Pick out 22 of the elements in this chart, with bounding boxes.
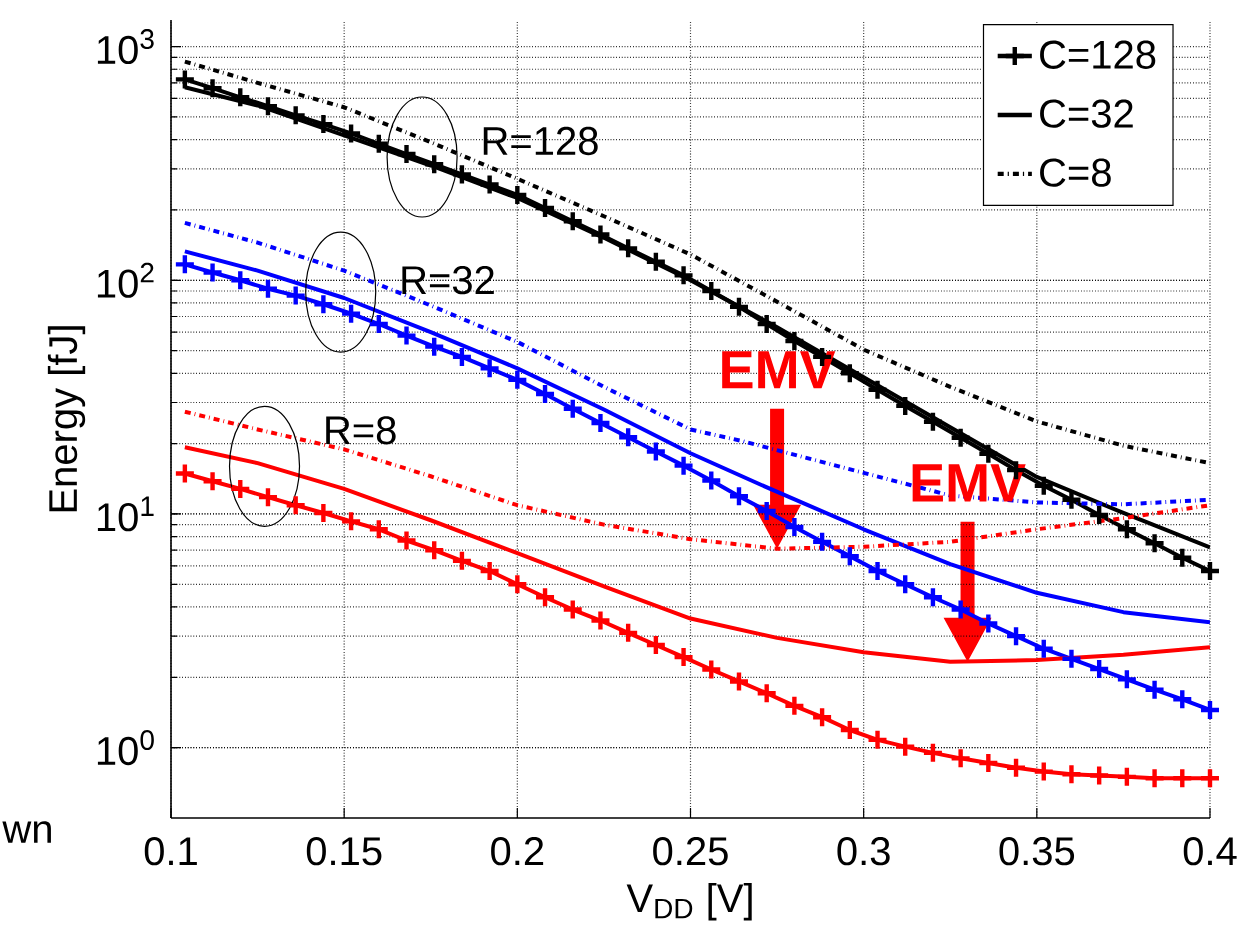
text: wn bbox=[2, 821, 51, 843]
y-tick-label: 10$^{1}$ bbox=[97, 496, 154, 532]
annotation: EMV bbox=[912, 464, 1026, 502]
legend-label: C=32 bbox=[1040, 99, 1133, 128]
x-tick-label: 0.4 bbox=[1183, 837, 1237, 866]
x-tick-label: 0.35 bbox=[999, 837, 1075, 866]
y-tick-label: 10$^{3}$ bbox=[97, 29, 154, 65]
annotation: R=8 bbox=[326, 416, 396, 445]
y-tick-label: 10$^{2}$ bbox=[97, 262, 154, 298]
x-tick-label: 0.2 bbox=[491, 837, 544, 866]
x-tick-label: 0.25 bbox=[653, 837, 728, 866]
annotation: R=32 bbox=[402, 265, 494, 295]
legend-label: C=8 bbox=[1040, 158, 1111, 187]
x-axis-title: V$_{DD}$ [V] bbox=[626, 883, 752, 921]
x-tick-label: 0.1 bbox=[144, 837, 197, 866]
y-tick-label: 10$^{0}$ bbox=[97, 730, 154, 766]
y-axis-title: Energy [fJ] bbox=[47, 326, 86, 512]
annotation: R=128 bbox=[483, 126, 598, 156]
annotation: EMV bbox=[722, 351, 836, 389]
x-tick-label: 0.15 bbox=[306, 837, 382, 866]
legend-label: C=128 bbox=[1040, 40, 1156, 69]
x-tick-label: 0.3 bbox=[837, 837, 890, 866]
